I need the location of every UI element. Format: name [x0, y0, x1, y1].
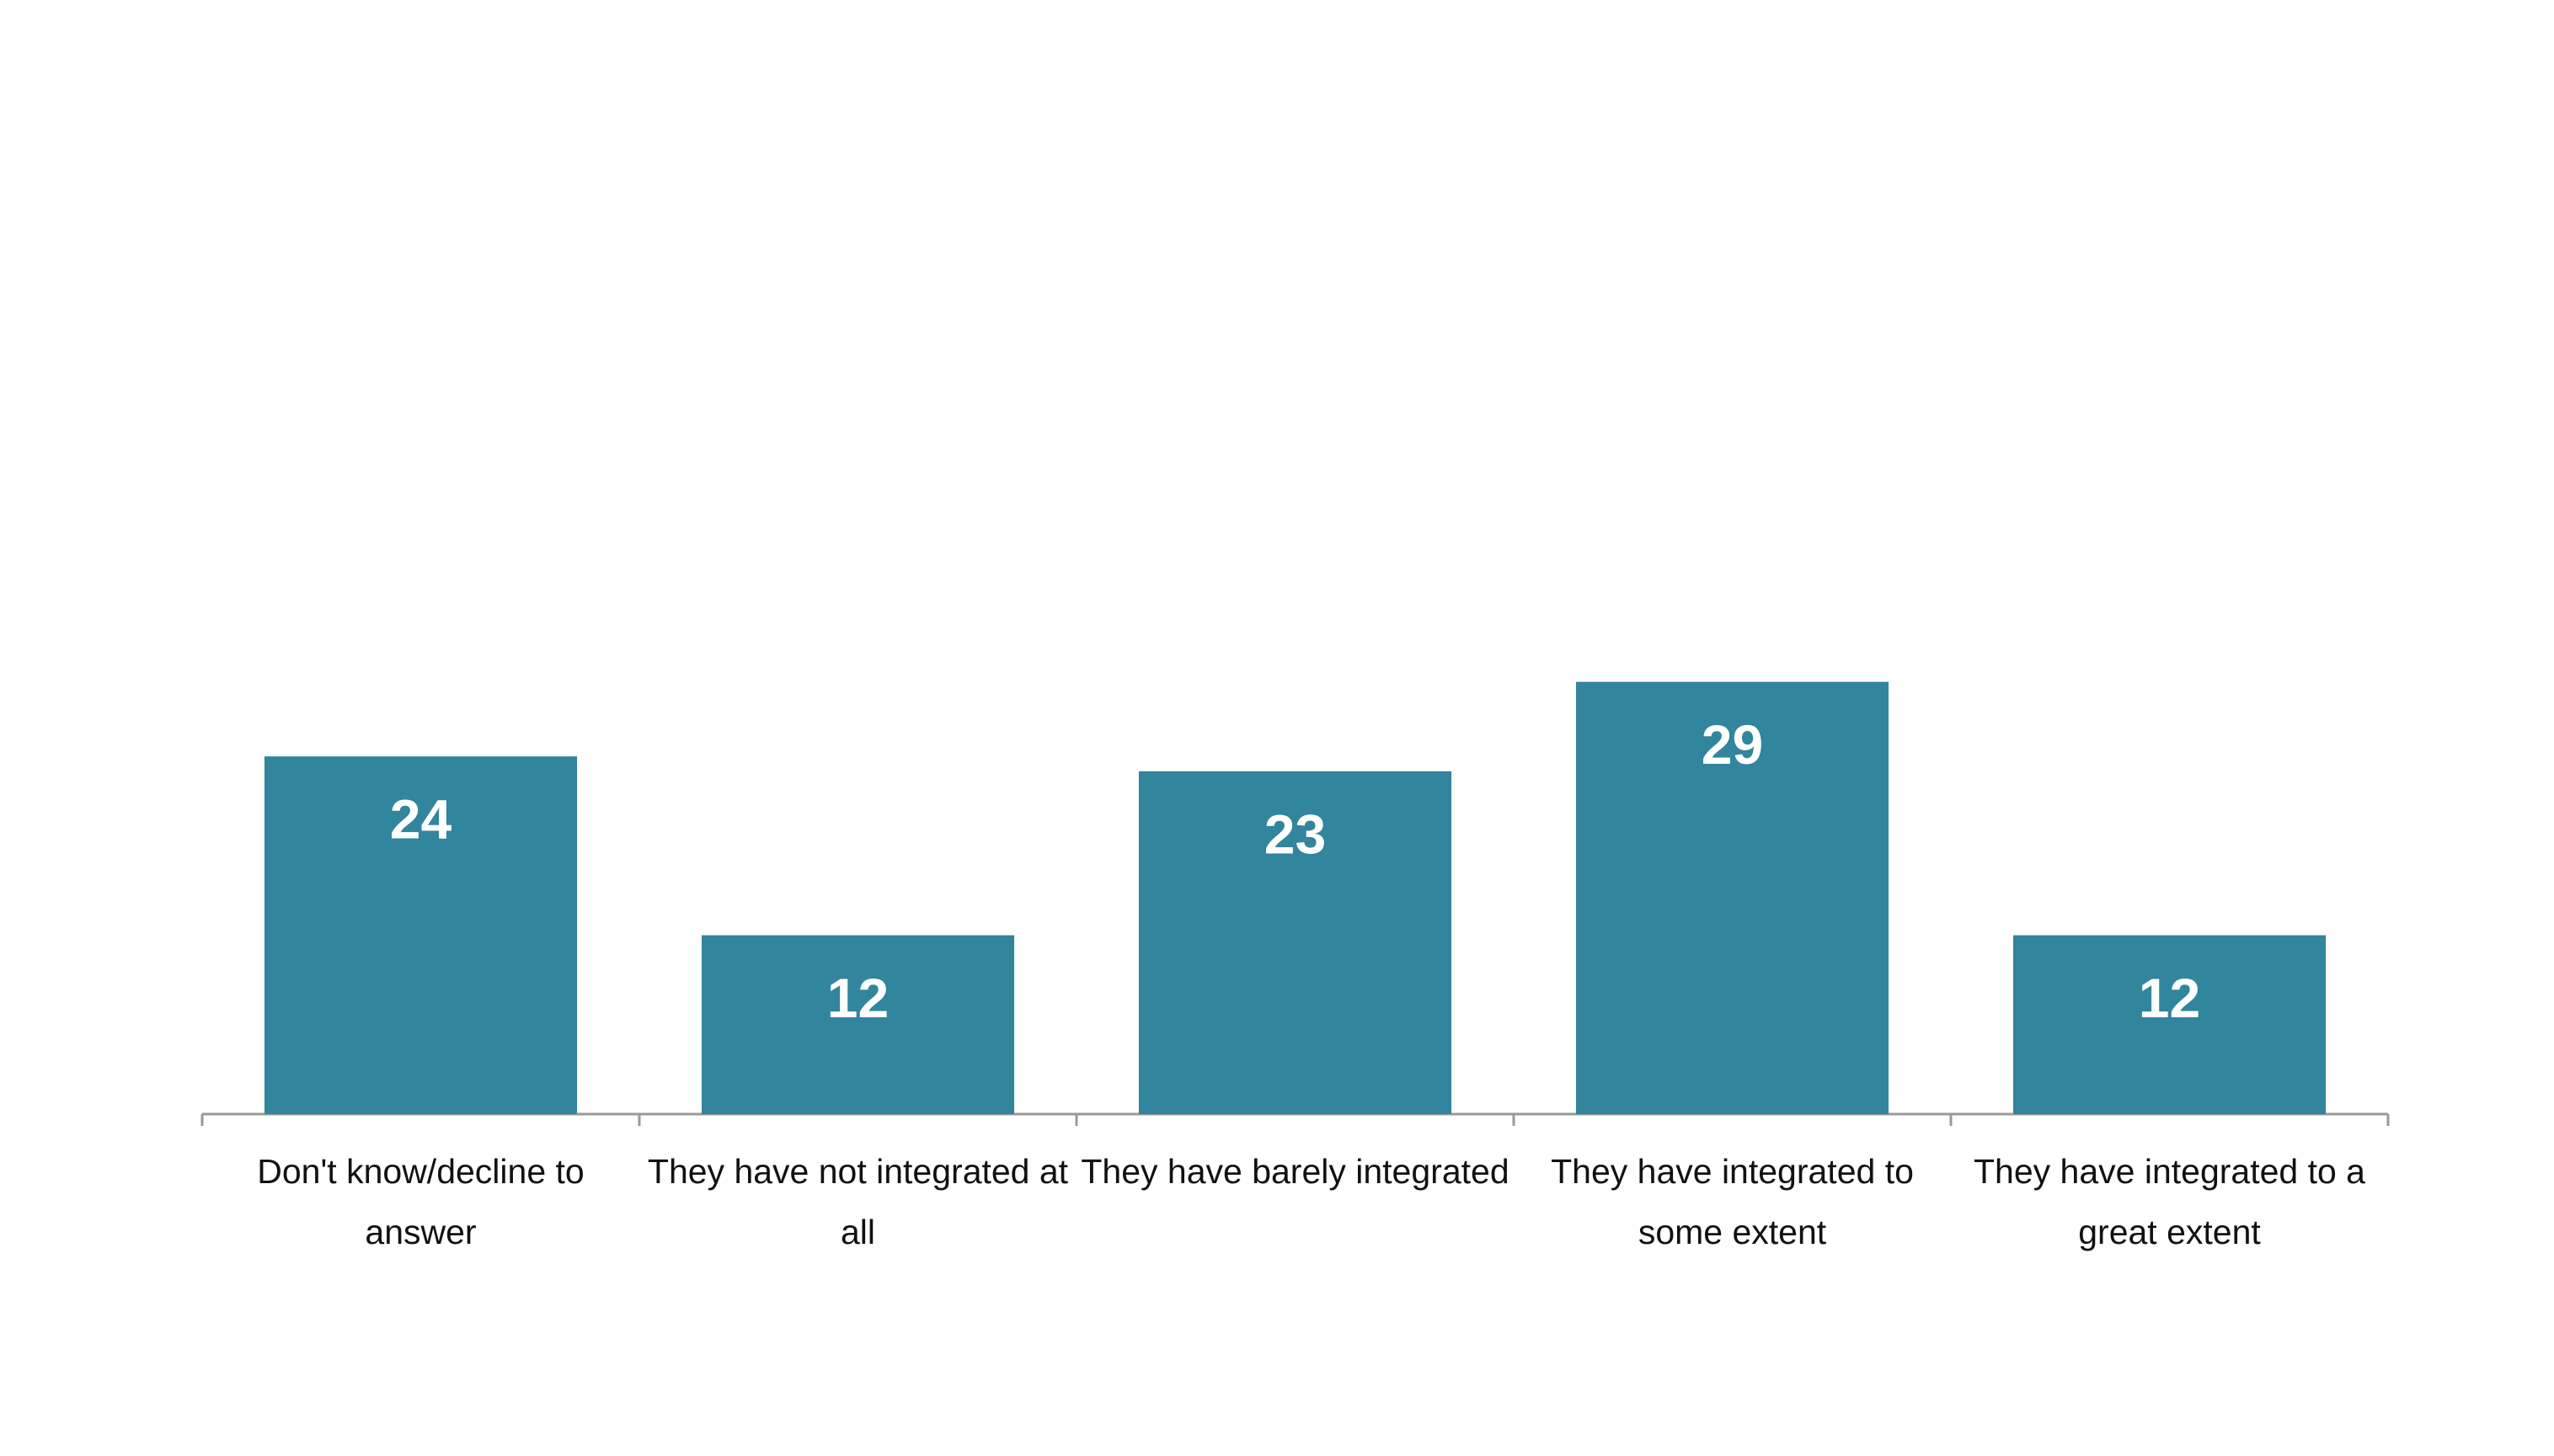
bar [1138, 771, 1452, 1114]
x-tick-label: They have barely integrated [1081, 1152, 1509, 1191]
bar [1575, 681, 1889, 1114]
value-label: 29 [1702, 713, 1763, 776]
bar [264, 756, 578, 1114]
x-tick-label: They have integrated to a great extent [1974, 1152, 2365, 1251]
bar [2012, 935, 2327, 1114]
value-label: 23 [1264, 803, 1326, 865]
x-tick-label: They have not integrated at all [647, 1152, 1069, 1251]
value-label: 12 [827, 967, 889, 1029]
x-tick-label: Don't know/decline to answer [257, 1152, 585, 1251]
bar [701, 935, 1015, 1114]
value-label: 12 [2139, 967, 2200, 1029]
x-tick-label: They have integrated to some extent [1551, 1152, 1914, 1251]
value-label: 24 [390, 788, 452, 851]
